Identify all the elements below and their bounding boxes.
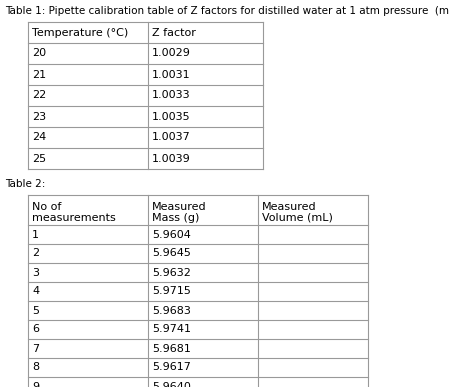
Text: 7: 7 [32,344,39,353]
Text: 22: 22 [32,91,46,101]
Text: No of: No of [32,202,61,212]
Text: 1.0039: 1.0039 [152,154,191,163]
Text: 1.0037: 1.0037 [152,132,191,142]
Text: Z factor: Z factor [152,27,196,38]
Text: 5.9604: 5.9604 [152,229,191,240]
Text: 5.9617: 5.9617 [152,363,191,373]
Text: Temperature (°C): Temperature (°C) [32,27,128,38]
Text: Mass (g): Mass (g) [152,213,200,223]
Text: 6: 6 [32,325,39,334]
Text: 2: 2 [32,248,39,259]
Text: 23: 23 [32,111,46,122]
Text: 8: 8 [32,363,39,373]
Text: 25: 25 [32,154,46,163]
Text: 5: 5 [32,305,39,315]
Text: 5.9741: 5.9741 [152,325,191,334]
Text: 1.0029: 1.0029 [152,48,191,58]
Text: 1.0035: 1.0035 [152,111,191,122]
Text: 20: 20 [32,48,46,58]
Text: 3: 3 [32,267,39,277]
Text: Table 2:: Table 2: [5,179,46,189]
Text: 9: 9 [32,382,39,387]
Text: 24: 24 [32,132,46,142]
Text: Measured: Measured [262,202,317,212]
Text: 1.0033: 1.0033 [152,91,191,101]
Text: 5.9640: 5.9640 [152,382,191,387]
Text: Table 1: Pipette calibration table of Z factors for distilled water at 1 atm pre: Table 1: Pipette calibration table of Z … [5,6,449,16]
Text: 1: 1 [32,229,39,240]
Text: 1.0031: 1.0031 [152,70,191,79]
Text: Measured: Measured [152,202,207,212]
Text: 4: 4 [32,286,39,296]
Text: 5.9632: 5.9632 [152,267,191,277]
Text: Volume (mL): Volume (mL) [262,213,333,223]
Text: 5.9645: 5.9645 [152,248,191,259]
Text: 5.9683: 5.9683 [152,305,191,315]
Text: 5.9715: 5.9715 [152,286,191,296]
Text: measurements: measurements [32,213,116,223]
Text: 21: 21 [32,70,46,79]
Text: 5.9681: 5.9681 [152,344,191,353]
